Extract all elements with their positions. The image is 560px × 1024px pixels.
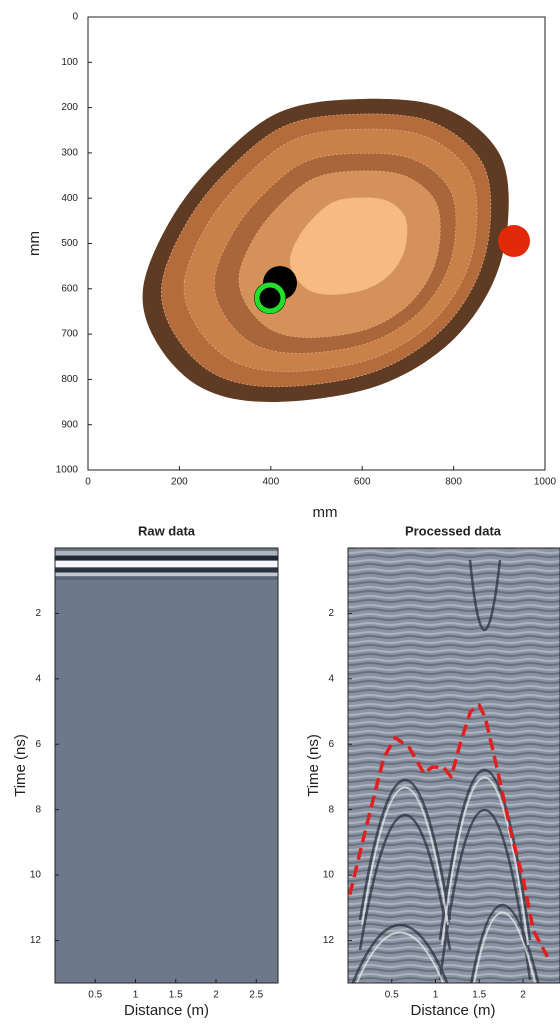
y-tick-label: 12 xyxy=(323,935,335,946)
y-tick-label: 700 xyxy=(61,329,78,340)
x-tick-label: 2 xyxy=(520,990,526,1001)
y-tick-label: 2 xyxy=(328,608,334,619)
axes-frame xyxy=(347,547,560,984)
sensor-ring xyxy=(254,282,286,314)
y-tick-label: 600 xyxy=(61,283,78,294)
y-tick-label: 8 xyxy=(35,804,41,815)
y-tick-label: 4 xyxy=(328,673,334,684)
y-tick-label: 6 xyxy=(328,739,334,750)
y-tick-label: 0 xyxy=(72,12,78,23)
tree-cross-section xyxy=(142,98,530,402)
y-tick-label: 10 xyxy=(30,870,42,881)
y-tick-label: 400 xyxy=(61,193,78,204)
x-tick-label: 600 xyxy=(354,477,371,488)
y-tick-label: 12 xyxy=(30,935,42,946)
sensor-dot xyxy=(498,225,530,257)
y-tick-label: 1000 xyxy=(56,465,79,476)
y-tick-label: 6 xyxy=(35,739,41,750)
y-axis-label: Time (ns) xyxy=(305,734,322,797)
y-tick-label: 100 xyxy=(61,57,78,68)
y-axis-label: mm xyxy=(26,231,43,256)
x-tick-label: 1000 xyxy=(534,477,557,488)
y-tick-label: 500 xyxy=(61,238,78,249)
x-tick-label: 0.5 xyxy=(385,990,399,1001)
x-tick-label: 1.5 xyxy=(472,990,486,1001)
x-axis-label: mm xyxy=(313,504,338,521)
y-tick-label: 2 xyxy=(35,608,41,619)
y-tick-label: 10 xyxy=(323,870,335,881)
y-tick-label: 800 xyxy=(61,374,78,385)
pick-line xyxy=(348,703,550,958)
x-tick-label: 1 xyxy=(133,990,139,1001)
y-axis-label: Time (ns) xyxy=(12,734,29,797)
x-tick-label: 0 xyxy=(85,477,91,488)
y-tick-label: 900 xyxy=(61,419,78,430)
y-tick-label: 4 xyxy=(35,673,41,684)
tree-ring xyxy=(289,197,408,295)
x-tick-label: 400 xyxy=(262,477,279,488)
raw-radargram xyxy=(55,548,278,983)
x-tick-label: 1 xyxy=(433,990,439,1001)
x-tick-label: 0.5 xyxy=(88,990,102,1001)
chart-title: Raw data xyxy=(138,523,196,538)
x-tick-label: 2.5 xyxy=(249,990,263,1001)
x-tick-label: 1.5 xyxy=(169,990,183,1001)
x-tick-label: 200 xyxy=(171,477,188,488)
chart-title: Processed data xyxy=(405,523,502,538)
x-tick-label: 2 xyxy=(213,990,219,1001)
x-tick-label: 800 xyxy=(445,477,462,488)
axes-frame xyxy=(54,547,279,984)
y-tick-label: 8 xyxy=(328,804,334,815)
x-axis-label: Distance (m) xyxy=(410,1002,495,1019)
y-tick-label: 200 xyxy=(61,102,78,113)
x-axis-label: Distance (m) xyxy=(124,1002,209,1019)
y-tick-label: 300 xyxy=(61,148,78,159)
